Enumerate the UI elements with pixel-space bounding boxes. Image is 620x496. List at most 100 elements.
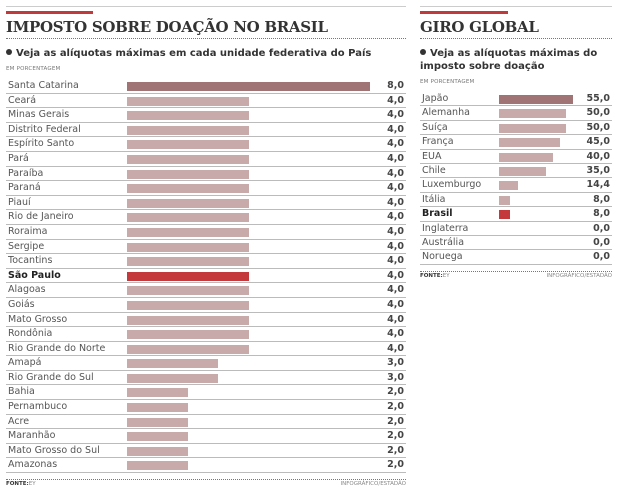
footer: FONTE:EY INFOGRÁFICO/ESTADÃO	[6, 479, 406, 487]
value-label: 2,0	[387, 386, 404, 398]
bar-row: Inglaterra 0,0	[420, 222, 612, 236]
top-rule	[6, 6, 406, 7]
value-label: 4,0	[387, 182, 404, 194]
category-label: Brasil	[422, 208, 453, 220]
category-label: Alemanha	[422, 107, 470, 119]
bar	[127, 286, 249, 296]
credit: INFOGRÁFICO/ESTADÃO	[340, 481, 406, 488]
bar-row: Austrália 0,0	[420, 236, 612, 251]
value-label: 2,0	[387, 459, 404, 471]
category-label: Santa Catarina	[8, 80, 79, 91]
bar	[499, 152, 553, 162]
bar	[499, 195, 510, 205]
bar	[127, 242, 249, 252]
bar-row: Ceará 4,0	[6, 94, 406, 109]
category-label: Mato Grosso	[8, 313, 68, 325]
category-label: Acre	[8, 415, 30, 427]
bar-row: Alemanha 50,0	[420, 106, 612, 121]
bar-row: Piauí 4,0	[6, 196, 406, 211]
category-label: Tocantins	[8, 255, 53, 267]
value-label: 2,0	[387, 444, 404, 456]
bar-row: Bahia 2,0	[6, 385, 406, 401]
category-label: Itália	[422, 193, 446, 205]
category-label: Rio Grande do Norte	[8, 342, 106, 354]
value-label: 4,0	[387, 240, 404, 252]
value-label: 4,0	[387, 225, 404, 237]
bar	[499, 123, 567, 133]
bar-row: Maranhão 2,0	[6, 429, 406, 444]
source: EY	[28, 481, 36, 488]
value-label: 50,0	[586, 121, 610, 133]
bar-row: França 45,0	[420, 135, 612, 150]
bar	[127, 417, 188, 427]
value-label: 3,0	[387, 357, 404, 369]
bar	[499, 95, 573, 104]
bar	[127, 213, 249, 223]
bar-row: Itália 8,0	[420, 193, 612, 208]
bar-row: Amazonas 2,0	[6, 458, 406, 474]
category-label: Piauí	[8, 196, 31, 208]
value-label: 4,0	[387, 342, 404, 354]
value-label: 45,0	[586, 136, 610, 148]
value-label: 4,0	[387, 138, 404, 150]
bar-row: Sergipe 4,0	[6, 240, 406, 255]
bar-row: Chile 35,0	[420, 164, 612, 179]
category-label: Chile	[422, 164, 446, 176]
bar-row: Brasil 8,0	[420, 207, 612, 222]
category-label: Rio Grande do Sul	[8, 371, 94, 383]
category-label: São Paulo	[8, 269, 61, 281]
source: EY	[442, 272, 450, 279]
bar-row: Pará 4,0	[6, 152, 406, 167]
bar-row: Noruega 0,0	[420, 250, 612, 265]
chart-subtitle: Veja as alíquotas máximas do imposto sob…	[420, 47, 612, 73]
bar-row: São Paulo 4,0	[6, 269, 406, 284]
category-label: França	[422, 136, 454, 148]
category-label: Ceará	[8, 94, 37, 106]
category-label: Pará	[8, 152, 29, 164]
value-label: 4,0	[387, 298, 404, 310]
category-label: Minas Gerais	[8, 109, 70, 121]
category-label: Maranhão	[8, 430, 56, 442]
bar	[127, 154, 249, 164]
bar	[127, 388, 188, 398]
bullet-icon	[6, 49, 12, 55]
category-label: Paraíba	[8, 167, 44, 179]
value-label: 2,0	[387, 401, 404, 413]
bar-row: Acre 2,0	[6, 415, 406, 430]
bar-row: Tocantins 4,0	[6, 254, 406, 269]
value-label: 2,0	[387, 415, 404, 427]
value-label: 4,0	[387, 123, 404, 135]
bar	[127, 111, 249, 121]
value-label: 0,0	[593, 236, 610, 248]
value-label: 35,0	[586, 164, 610, 176]
value-label: 55,0	[586, 93, 610, 104]
global-tax-chart: GIRO GLOBAL Veja as alíquotas máximas do…	[420, 6, 612, 279]
category-label: Bahia	[8, 386, 35, 398]
category-label: Suíça	[422, 121, 448, 133]
value-label: 4,0	[387, 269, 404, 281]
top-rule	[420, 6, 612, 7]
bar	[127, 271, 249, 281]
bar-row: Espírito Santo 4,0	[6, 137, 406, 152]
category-label: Luxemburgo	[422, 179, 482, 191]
chart-title: GIRO GLOBAL	[420, 18, 612, 39]
bar-row: Distrito Federal 4,0	[6, 123, 406, 138]
bar	[127, 300, 249, 310]
bar-row: Luxemburgo 14,4	[420, 178, 612, 193]
category-label: Austrália	[422, 236, 465, 248]
category-label: Goiás	[8, 298, 35, 310]
category-label: Roraima	[8, 225, 48, 237]
bar	[127, 315, 249, 325]
value-label: 4,0	[387, 284, 404, 296]
bar	[127, 330, 249, 340]
bar-row: Rio Grande do Sul 3,0	[6, 371, 406, 386]
bar-row: Rio Grande do Norte 4,0	[6, 342, 406, 357]
bar-row: Santa Catarina 8,0	[6, 79, 406, 94]
bar-row: Mato Grosso 4,0	[6, 313, 406, 328]
bar	[499, 109, 567, 119]
bar	[499, 210, 510, 220]
category-label: Pernambuco	[8, 401, 68, 413]
source-label: FONTE:	[6, 481, 29, 488]
accent-bar	[6, 11, 93, 14]
unit-label: EM PORCENTAGEM	[6, 66, 61, 72]
